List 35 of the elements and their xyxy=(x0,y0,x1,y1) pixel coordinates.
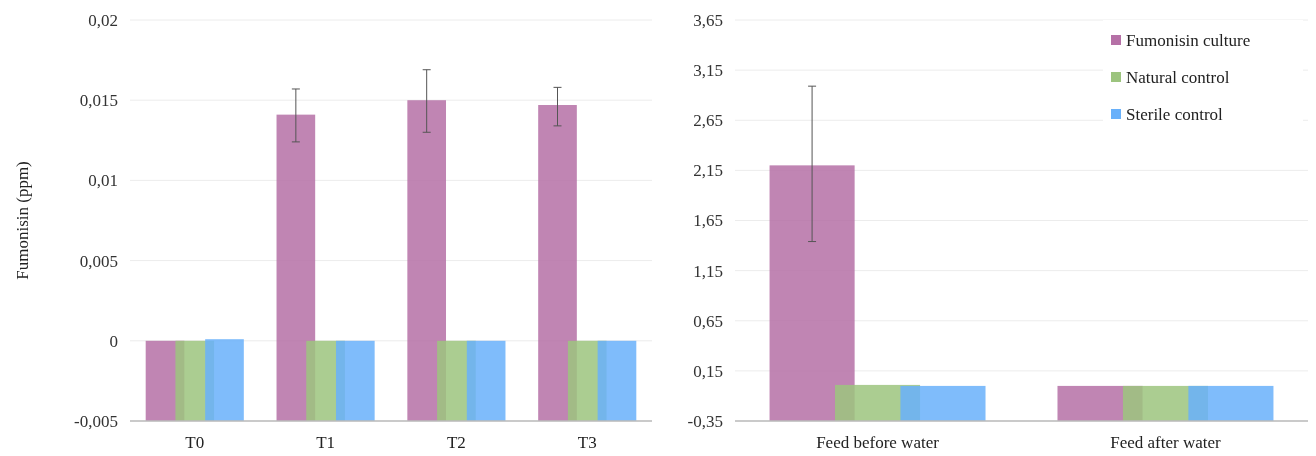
legend-label: Natural control xyxy=(1126,67,1230,87)
legend-label: Sterile control xyxy=(1126,104,1224,124)
bar xyxy=(900,385,986,421)
bar xyxy=(769,165,855,421)
bar xyxy=(597,340,637,421)
y-tick-label: -0,35 xyxy=(687,411,723,431)
bar xyxy=(205,339,244,421)
bar xyxy=(1188,385,1274,421)
y-axis-title: Fumonisin (ppm) xyxy=(13,161,32,280)
y-tick-label: 0,005 xyxy=(79,251,118,271)
bar xyxy=(466,340,506,421)
bar xyxy=(335,340,375,421)
x-tick-label: Feed after water xyxy=(1110,433,1222,452)
bar xyxy=(407,100,447,421)
y-tick-label: 0,02 xyxy=(88,10,118,30)
x-tick-label: Feed before water xyxy=(816,433,940,452)
y-tick-label: 0,15 xyxy=(693,361,723,381)
legend-label: Fumonisin culture xyxy=(1126,30,1251,50)
y-tick-label: 2,65 xyxy=(693,111,723,131)
x-tick-label: T0 xyxy=(185,433,205,452)
bar xyxy=(538,105,577,421)
x-tick-label: T2 xyxy=(446,433,466,452)
x-tick-label: T3 xyxy=(577,433,597,452)
y-tick-label: 1,65 xyxy=(693,211,723,231)
y-tick-label: 1,15 xyxy=(693,261,723,281)
bar xyxy=(276,114,316,421)
y-tick-label: 3,65 xyxy=(693,10,723,30)
y-tick-label: 0,65 xyxy=(693,311,723,331)
y-tick-label: -0,005 xyxy=(74,411,118,431)
y-tick-label: 3,15 xyxy=(693,61,723,81)
y-tick-label: 0,015 xyxy=(79,91,118,111)
x-tick-label: T1 xyxy=(316,433,336,452)
y-tick-label: 0,01 xyxy=(88,171,118,191)
y-tick-label: 2,15 xyxy=(693,161,723,181)
y-tick-label: 0 xyxy=(109,331,118,351)
